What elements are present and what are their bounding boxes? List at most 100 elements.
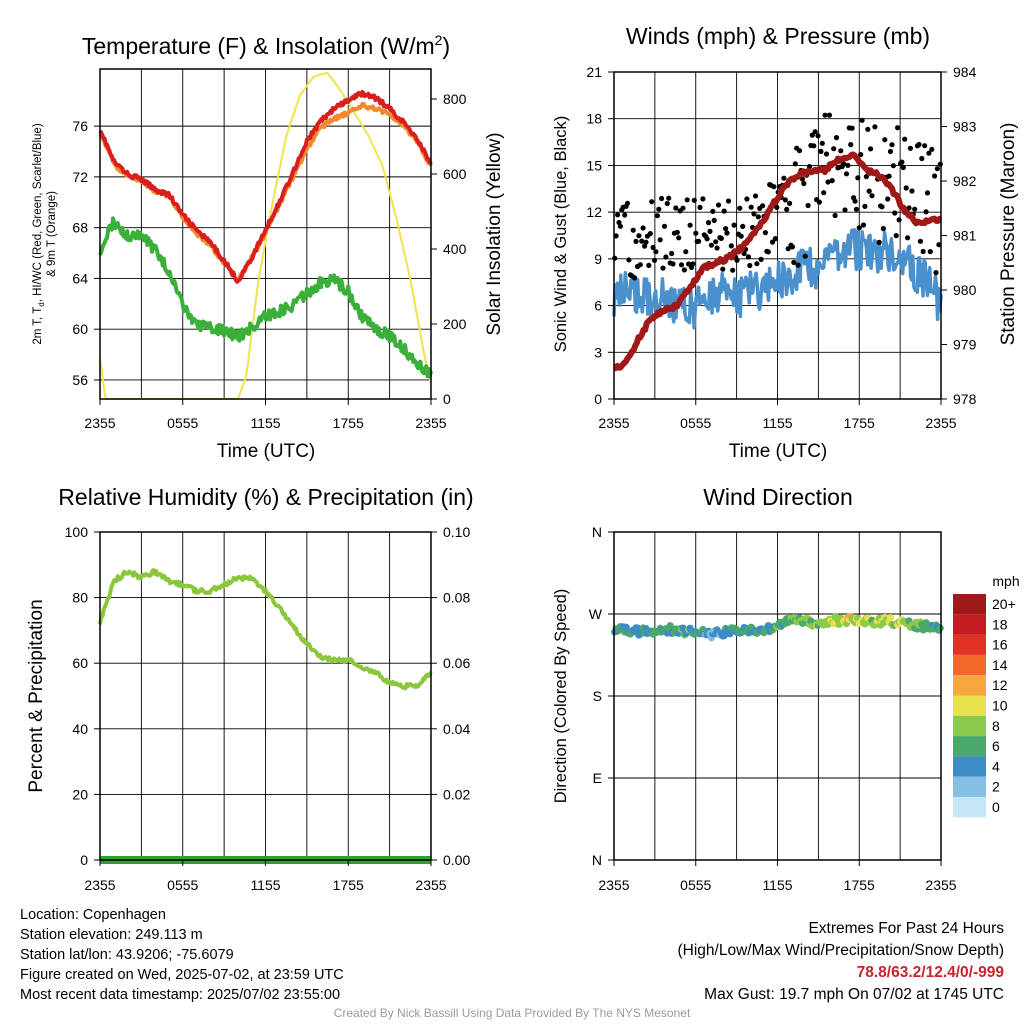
colorbar-swatch bbox=[953, 756, 986, 777]
y-tick-label: 9 bbox=[594, 251, 602, 267]
x-tick-label: 2355 bbox=[84, 877, 115, 893]
series-gust-point bbox=[651, 257, 658, 263]
series-gust-point bbox=[720, 266, 726, 272]
extremes-subheading: (High/Low/Max Wind/Precipitation/Snow De… bbox=[677, 942, 1005, 959]
series-gust-point bbox=[784, 206, 790, 212]
panel-winds: Winds (mph) & Pressure (mb) 0 3 6 9 12 15 18 21… bbox=[552, 23, 1019, 462]
series-gust-point bbox=[856, 225, 862, 231]
series-gust-point bbox=[696, 238, 702, 244]
x-tick-label: 2355 bbox=[925, 877, 956, 893]
series-gust-point bbox=[754, 261, 760, 267]
colorbar-label: 18 bbox=[992, 616, 1008, 632]
series-gust-point bbox=[745, 254, 752, 260]
series-gust-point bbox=[912, 206, 918, 212]
series-gust-point bbox=[849, 125, 855, 131]
elevation-text: Station elevation: 249.113 m bbox=[20, 927, 203, 943]
x-tick-label: 0555 bbox=[167, 415, 198, 431]
series-gust-point bbox=[691, 197, 697, 203]
y2-tick-label: 400 bbox=[443, 241, 467, 257]
series-gust-point bbox=[865, 126, 871, 132]
series-gust-point bbox=[704, 236, 710, 242]
x-tick-label: 1155 bbox=[762, 415, 792, 431]
extremes-heading: Extremes For Past 24 Hours bbox=[808, 920, 1004, 937]
y-tick-label: E bbox=[593, 770, 602, 786]
colorbar-label: 20+ bbox=[992, 596, 1016, 612]
colorbar-swatch bbox=[953, 715, 986, 737]
series-gust-point bbox=[933, 270, 939, 276]
winds-series bbox=[612, 112, 943, 372]
series-gust-point bbox=[666, 195, 672, 201]
series-gust-point bbox=[887, 148, 894, 155]
series-gust-point bbox=[774, 204, 780, 210]
y2-tick-label: 0.04 bbox=[443, 721, 470, 737]
temperature-grid bbox=[100, 69, 431, 399]
series-gust-point bbox=[684, 197, 690, 203]
series-gust-point bbox=[785, 246, 791, 252]
y2-tick-label: 978 bbox=[953, 391, 977, 407]
series-gust-point bbox=[868, 146, 874, 152]
series-gust-point bbox=[617, 223, 624, 229]
series-gust-point bbox=[895, 125, 901, 131]
series-station-pressure-line bbox=[612, 151, 943, 372]
temperature-xlabel: Time (UTC) bbox=[217, 441, 316, 462]
colorbar-label: 0 bbox=[992, 799, 1000, 815]
series-gust-point bbox=[902, 136, 908, 142]
series-gust-point bbox=[636, 233, 642, 239]
series-gust-point bbox=[792, 161, 798, 167]
series-gust-point bbox=[903, 185, 909, 191]
x-tick-label: 1155 bbox=[250, 415, 280, 431]
series-gust-point bbox=[848, 142, 854, 148]
colorbar-swatch bbox=[953, 594, 986, 615]
series-gust-point bbox=[832, 212, 838, 219]
x-tick-label: 1755 bbox=[844, 415, 875, 431]
winds-title: Winds (mph) & Pressure (mb) bbox=[626, 23, 930, 49]
series-gust-point bbox=[922, 143, 928, 149]
series-gust-point bbox=[900, 164, 906, 171]
series-sonic-wind-line bbox=[612, 227, 943, 330]
series-gust-point bbox=[866, 188, 872, 194]
series-gust-point bbox=[663, 254, 669, 260]
colorbar-swatch bbox=[953, 675, 986, 696]
series-gust-point bbox=[734, 257, 740, 263]
colorbar-label: 12 bbox=[992, 677, 1008, 693]
series-gust-point bbox=[812, 129, 818, 135]
series-gust-point bbox=[860, 222, 867, 228]
y-tick-label: 56 bbox=[72, 372, 88, 388]
series-gust-point bbox=[771, 184, 777, 190]
td-subscript: d bbox=[37, 302, 46, 306]
series-gust-point bbox=[765, 249, 771, 255]
series-gust-point bbox=[615, 212, 621, 218]
humidity-title: Relative Humidity (%) & Precipitation (i… bbox=[58, 484, 473, 510]
series-gust-point bbox=[690, 261, 696, 267]
series-gust-point bbox=[829, 178, 835, 184]
series-gust-point bbox=[752, 193, 759, 199]
series-gust-point bbox=[791, 259, 797, 265]
series-gust-point bbox=[862, 203, 868, 209]
series-gust-point bbox=[823, 151, 830, 157]
y-tick-label: 3 bbox=[594, 344, 602, 360]
series-gust-point bbox=[613, 233, 619, 239]
series-gust-point bbox=[758, 256, 764, 262]
series-2m-td-line bbox=[98, 216, 433, 379]
y2-tick-label: 983 bbox=[953, 119, 977, 135]
y-tick-label: 20 bbox=[72, 786, 88, 802]
y-tick-label: 40 bbox=[72, 721, 88, 737]
series-gust-point bbox=[845, 162, 851, 168]
series-gust-point bbox=[885, 196, 891, 202]
created-text: Figure created on Wed, 2025-07-02, at 23… bbox=[20, 967, 344, 983]
series-gust-point bbox=[859, 117, 865, 123]
panel-humidity: Relative Humidity (%) & Precipitation (i… bbox=[26, 484, 474, 893]
x-tick-label: 0555 bbox=[680, 877, 711, 893]
direction-grid bbox=[614, 532, 941, 860]
series-gust-point bbox=[681, 267, 688, 273]
y-tick-label: 72 bbox=[72, 169, 88, 185]
y2-tick-label: 0.06 bbox=[443, 655, 470, 671]
series-gust-point bbox=[926, 150, 932, 156]
temperature-ticks: 56 60 64 68 72 76 0 200 400 600 800 2355 0555 1155 175… bbox=[72, 91, 466, 431]
y-tick-label: 21 bbox=[586, 64, 602, 80]
y-tick-label: 6 bbox=[594, 298, 602, 314]
series-gust-point bbox=[640, 225, 646, 231]
series-gust-point bbox=[656, 206, 662, 212]
series-gust-point bbox=[683, 249, 689, 255]
footer-credit: Created By Nick Bassill Using Data Provi… bbox=[333, 1006, 691, 1020]
